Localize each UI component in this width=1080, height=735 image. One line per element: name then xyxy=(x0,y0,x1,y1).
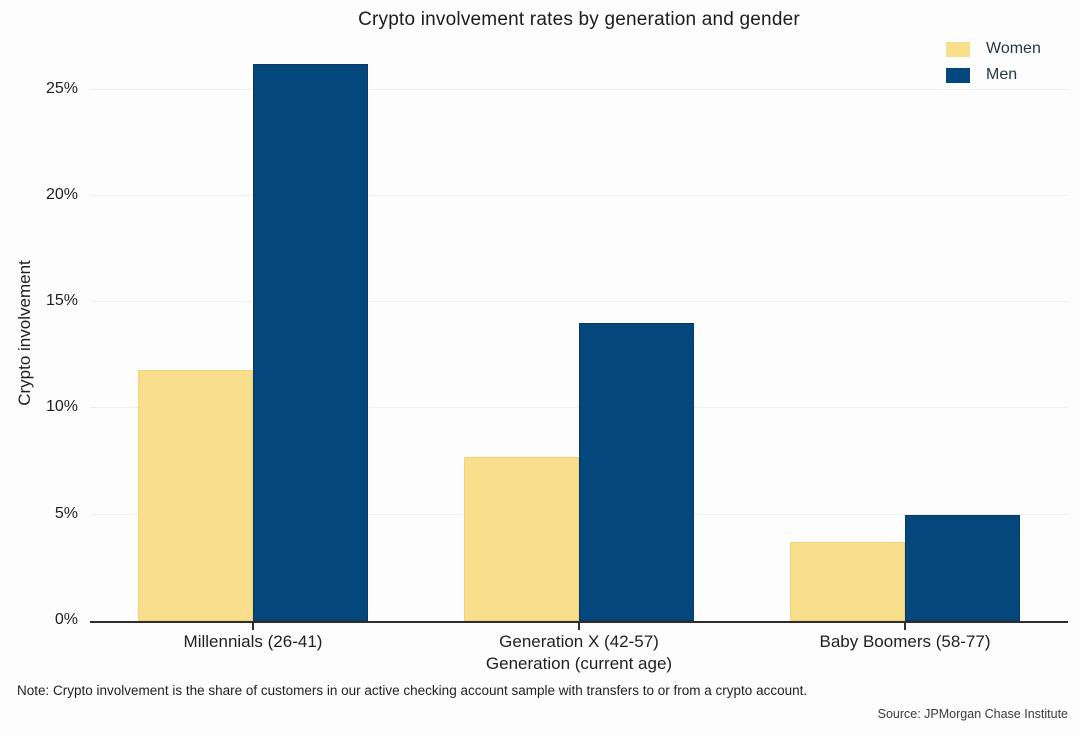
y-tick-label-0: 0% xyxy=(54,611,78,628)
x-category-label-3: Baby Boomers (58-77) xyxy=(819,632,991,651)
legend-item-men: Men xyxy=(946,66,1041,84)
plot-area: Millennials (26-41) Generation X (42-57) B… xyxy=(90,45,1068,651)
x-tick-mark-2 xyxy=(578,623,580,630)
gridline-25 xyxy=(90,88,1068,90)
chart-title: Crypto involvement rates by generation a… xyxy=(358,9,800,30)
footer-source: Source: JPMorgan Chase Institute xyxy=(877,707,1068,721)
legend-item-women: Women xyxy=(946,40,1041,58)
legend-swatch-men xyxy=(946,67,970,83)
x-tick-mark-1 xyxy=(252,623,254,630)
gridline-15 xyxy=(90,301,1068,303)
bar-men-1 xyxy=(253,64,368,621)
bar-women-3 xyxy=(790,542,905,621)
y-tick-label-10: 10% xyxy=(45,398,78,416)
y-tick-label-20: 20% xyxy=(45,185,78,203)
legend-label-men: Men xyxy=(986,66,1018,83)
legend-label-women: Women xyxy=(986,40,1041,57)
y-tick-label-15: 15% xyxy=(45,292,78,310)
bar-men-2 xyxy=(579,323,694,621)
bar-women-1 xyxy=(138,370,253,621)
x-tick-mark-3 xyxy=(904,623,906,630)
legend-swatch-women xyxy=(946,41,970,57)
x-category-label-2: Generation X (42-57) xyxy=(499,632,659,651)
bar-women-2 xyxy=(464,457,579,621)
gridline-20 xyxy=(90,194,1068,196)
y-axis-label: Crypto involvement xyxy=(15,260,34,406)
y-tick-label-25: 25% xyxy=(45,79,78,97)
x-axis-label: Generation (current age) xyxy=(485,654,673,673)
legend: Women Men xyxy=(946,40,1041,92)
y-tick-label-5: 5% xyxy=(54,504,78,522)
footer-note: Note: Crypto involvement is the share of… xyxy=(17,683,808,698)
x-category-label-1: Millennials (26-41) xyxy=(183,632,323,651)
bar-men-3 xyxy=(905,514,1020,621)
